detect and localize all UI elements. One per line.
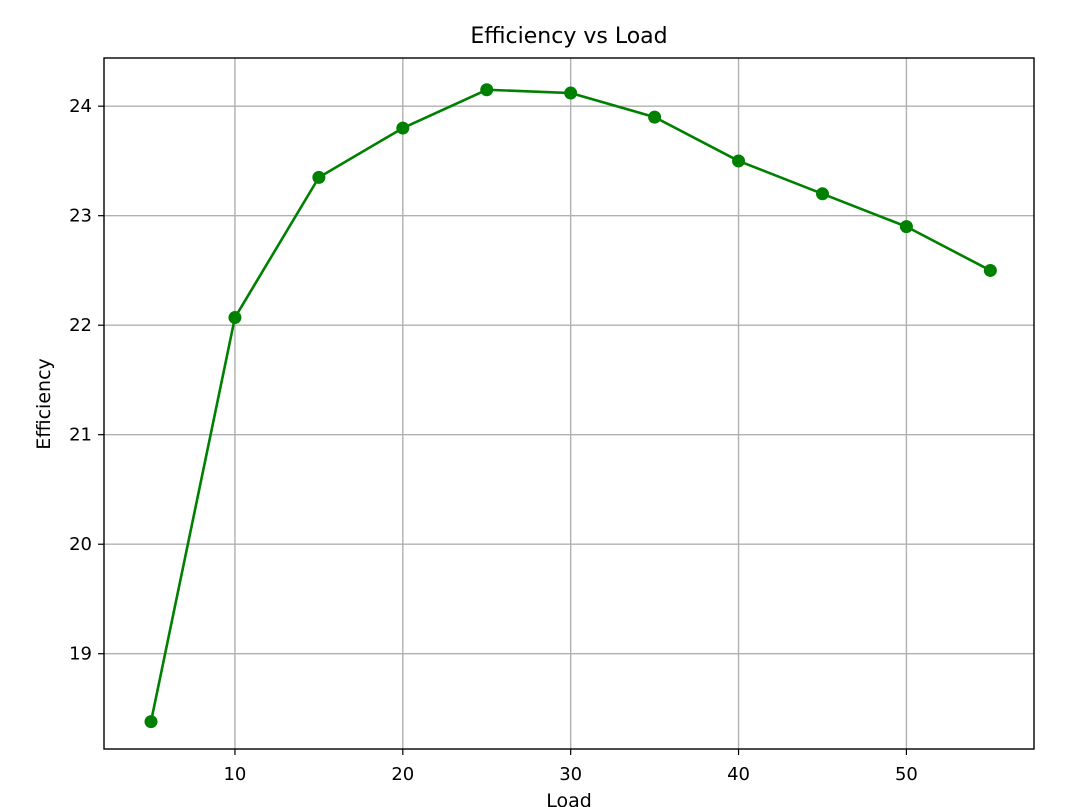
x-axis-label: Load (546, 790, 592, 807)
y-tick-label: 22 (69, 315, 92, 336)
x-tick-label: 10 (223, 764, 246, 785)
x-tick-label: 50 (895, 764, 918, 785)
x-tick-label: 30 (559, 764, 582, 785)
y-axis-label: Efficiency (33, 358, 55, 450)
y-tick-label: 23 (69, 206, 92, 227)
data-point (144, 715, 158, 729)
data-point (648, 110, 662, 124)
data-point (312, 170, 326, 184)
axis-ticks: 10 20 30 40 50 19 20 21 22 23 24 (69, 96, 918, 785)
data-point (396, 121, 410, 135)
data-point (815, 187, 829, 201)
plot-frame (103, 57, 1035, 750)
x-tick-label: 40 (727, 764, 750, 785)
data-point (564, 86, 578, 100)
data-point (228, 311, 242, 325)
x-tick-label: 20 (391, 764, 414, 785)
y-tick-label: 21 (69, 425, 92, 446)
data-point (899, 220, 913, 234)
y-tick-label: 19 (69, 644, 92, 665)
y-tick-label: 20 (69, 534, 92, 555)
series (144, 83, 997, 729)
grid (104, 58, 1034, 749)
data-point (732, 154, 746, 168)
data-point (983, 263, 997, 277)
y-tick-label: 24 (69, 96, 92, 117)
chart-title: Efficiency vs Load (470, 24, 667, 49)
data-point (480, 83, 494, 97)
